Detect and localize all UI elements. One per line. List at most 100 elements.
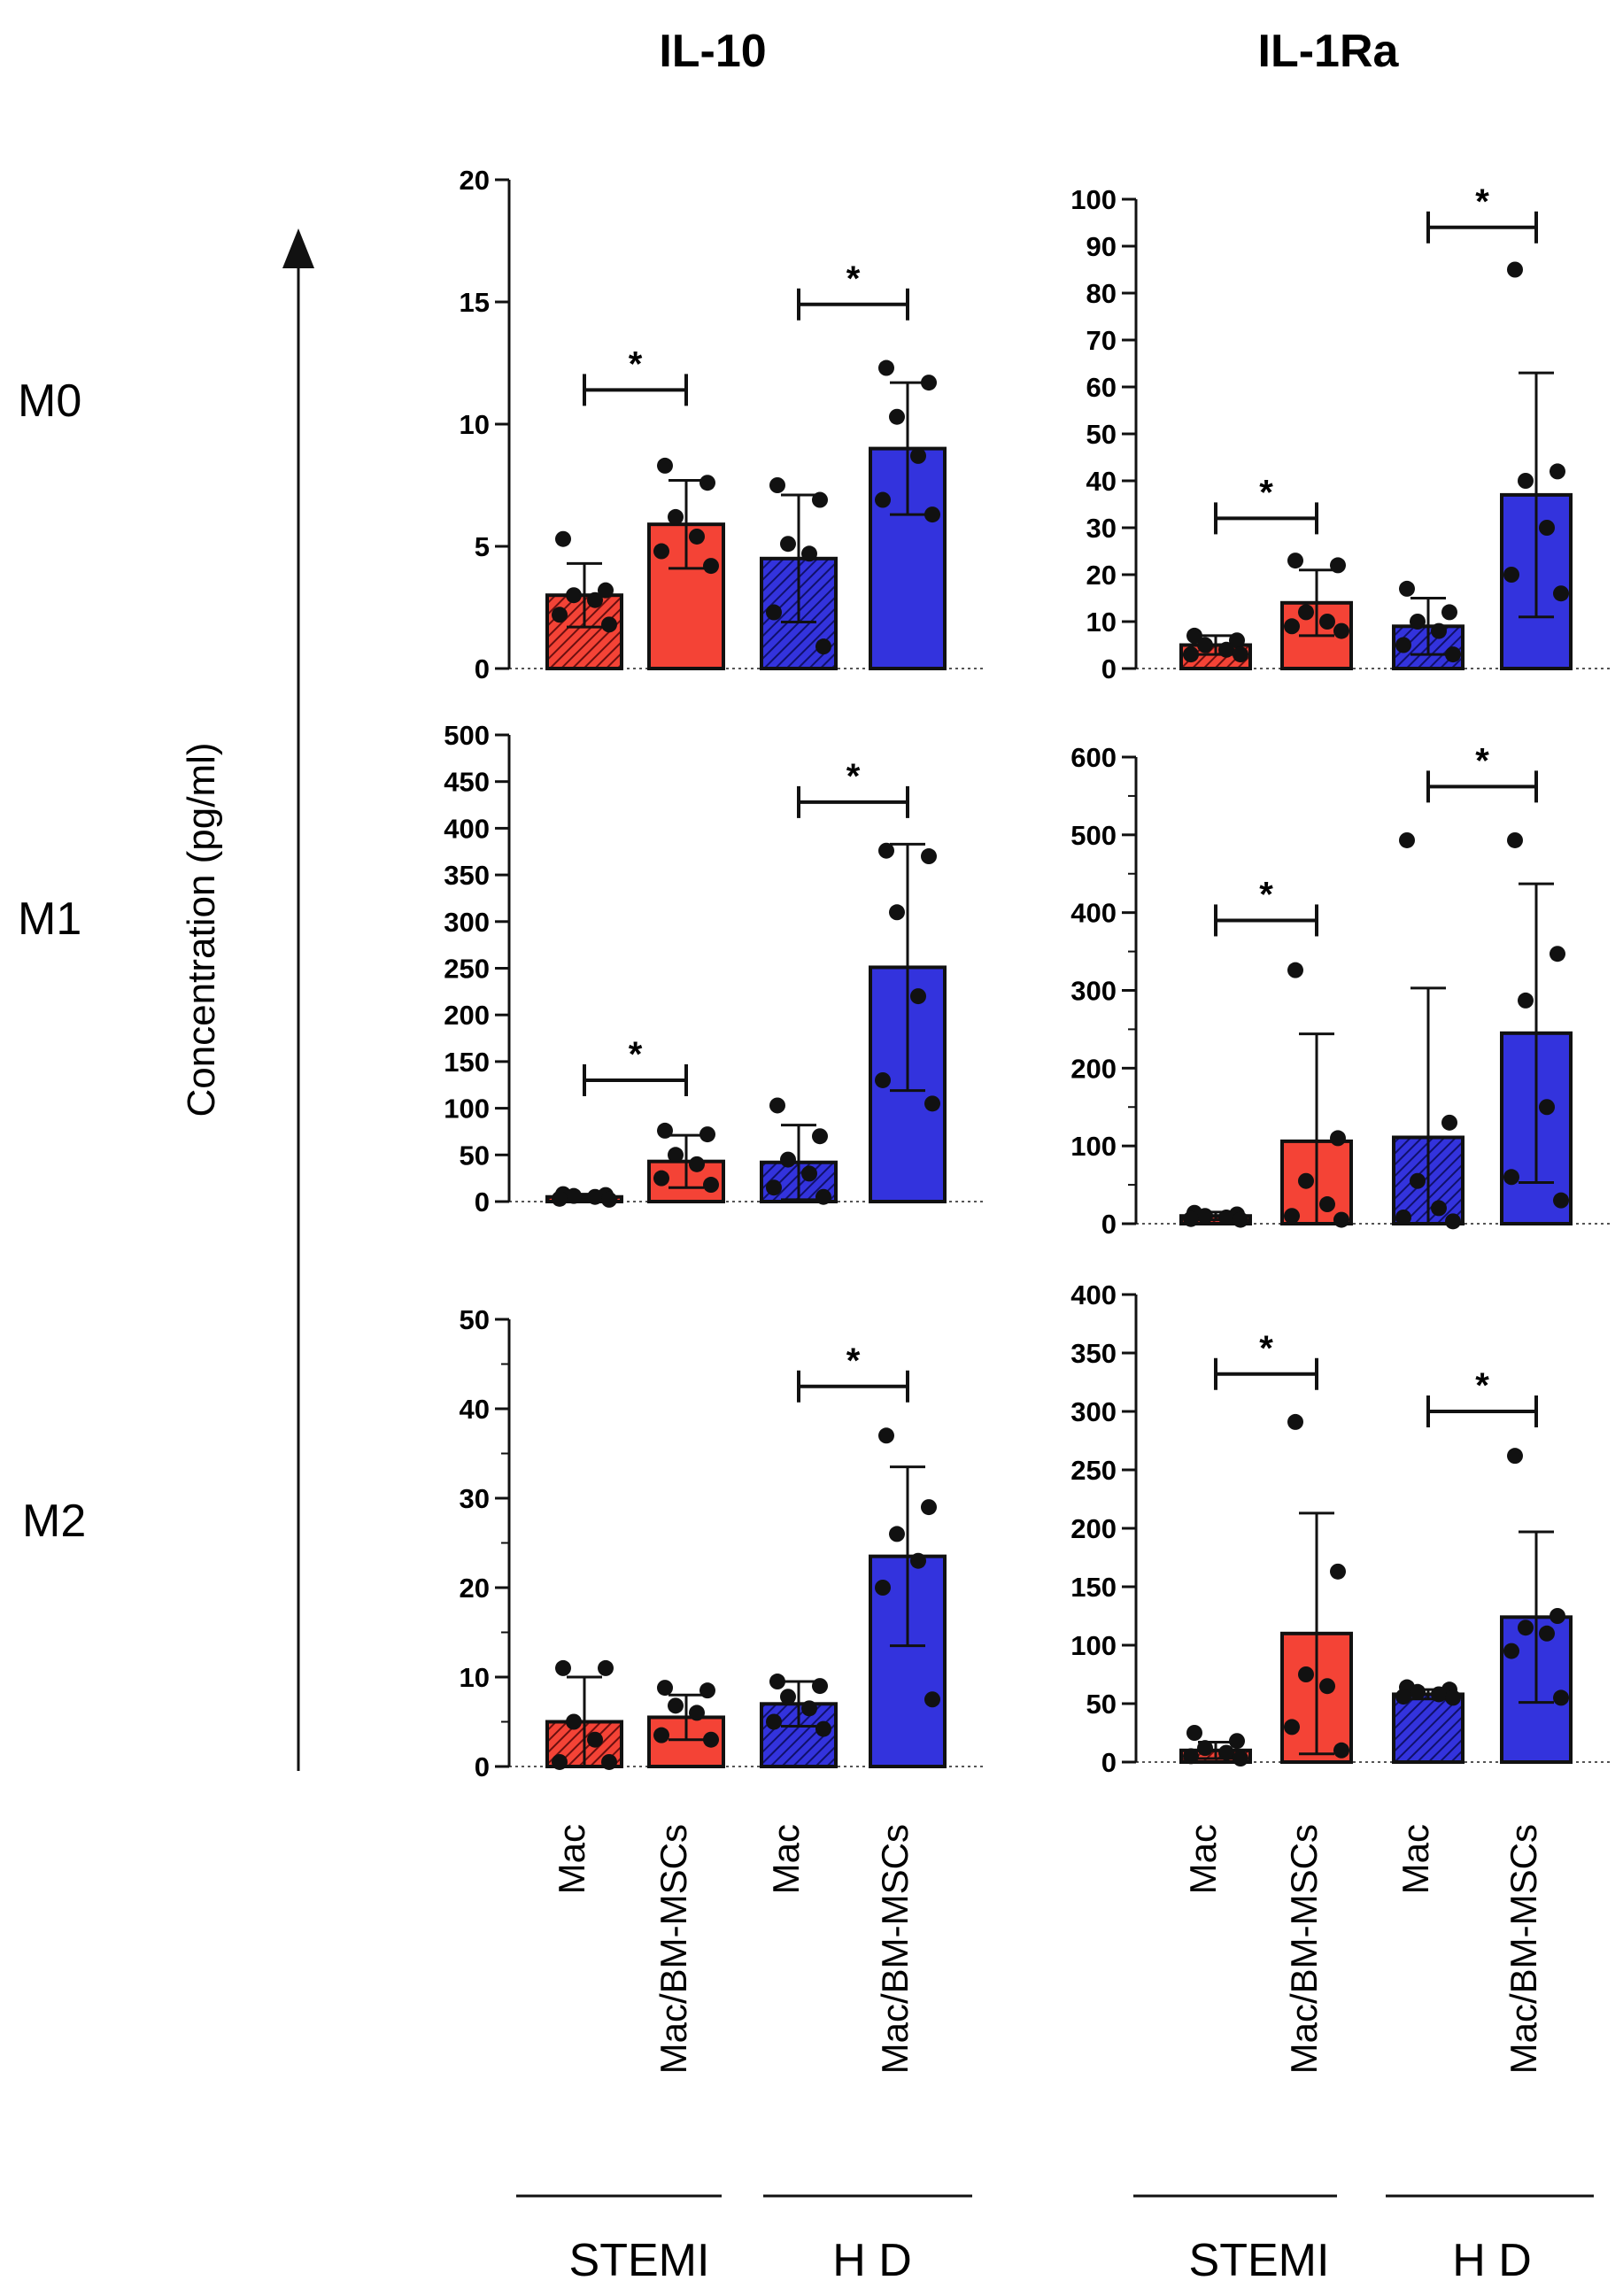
x-label-il10-mac-bmmscs-stemi: Mac/BM-MSCs: [653, 1824, 694, 2074]
row-label-m1: M1: [18, 893, 81, 945]
y-tick-label-il1ra-m2-7: 350: [1070, 1338, 1117, 1369]
data-point-il1ra-m1-mac-hd-2: [1410, 1172, 1426, 1189]
data-point-il1ra-m2-mac-bmmscs-stemi-0: [1287, 1413, 1303, 1430]
y-tick-label-il10-m0-2: 10: [460, 409, 490, 440]
column-title-il10: IL-10: [659, 26, 766, 77]
data-point-il1ra-m1-mac-hd-1: [1441, 1114, 1457, 1131]
significance-bracket-il1ra-m2-1: *: [1426, 1366, 1538, 1427]
data-point-il10-m1-mac-bmmscs-stemi-5: [703, 1177, 719, 1194]
data-point-il1ra-m0-mac-bmmscs-stemi-1: [1330, 557, 1346, 574]
data-point-il1ra-m0-mac-bmmscs-hd-5: [1553, 585, 1569, 602]
y-tick-label-il1ra-m0-2: 20: [1086, 560, 1117, 591]
significance-bracket-il1ra-m0-0: *: [1214, 473, 1318, 535]
data-point-il10-m0-mac-bmmscs-stemi-1: [699, 475, 715, 491]
data-point-il10-m2-mac-bmmscs-stemi-1: [699, 1682, 715, 1699]
group-label-il1ra-hd: H D: [1452, 2235, 1532, 2286]
data-point-il10-m2-mac-bmmscs-hd-5: [924, 1691, 940, 1708]
data-point-il1ra-m0-mac-stemi-4: [1183, 646, 1199, 663]
y-axis-label: Concentration (pg/ml): [180, 742, 223, 1117]
y-tick-label-il10-m1-3: 150: [444, 1047, 490, 1078]
x-label-il1ra-mac-stemi: Mac: [1182, 1824, 1224, 1894]
data-point-il1ra-m0-mac-hd-2: [1410, 614, 1426, 630]
data-point-il1ra-m0-mac-bmmscs-hd-3: [1539, 520, 1555, 536]
data-point-il1ra-m2-mac-bmmscs-hd-4: [1503, 1643, 1519, 1659]
y-tick-label-il10-m2-5: 50: [460, 1304, 490, 1335]
y-tick-label-il10-m0-3: 15: [460, 287, 490, 318]
data-point-il1ra-m1-mac-stemi-4: [1183, 1210, 1199, 1227]
significance-bracket-il10-m1-1: *: [797, 757, 909, 818]
data-point-il1ra-m2-mac-bmmscs-hd-0: [1507, 1448, 1523, 1465]
data-point-il10-m0-mac-hd-2: [780, 536, 796, 553]
y-tick-label-il10-m2-4: 40: [460, 1394, 490, 1425]
panel-il1ra-m2: 0 50 100 150 200 250 300 350 400 * *: [1070, 1279, 1611, 1778]
y-tick-label-il1ra-m2-5: 250: [1070, 1455, 1117, 1486]
data-point-il10-m1-mac-hd-1: [812, 1128, 828, 1145]
data-point-il1ra-m0-mac-bmmscs-stemi-0: [1287, 553, 1303, 569]
data-point-il1ra-m1-mac-stemi-2: [1197, 1208, 1213, 1225]
data-point-il1ra-m0-mac-bmmscs-hd-4: [1503, 567, 1519, 583]
y-tick-label-il1ra-m1-0: 0: [1101, 1209, 1117, 1240]
y-tick-label-il1ra-m2-1: 50: [1086, 1689, 1117, 1720]
x-labels-il1ra: Mac Mac/BM-MSCs Mac Mac/BM-MSCs: [1182, 1824, 1544, 2074]
data-point-il10-m1-mac-bmmscs-stemi-4: [653, 1170, 669, 1187]
data-point-il10-m1-mac-bmmscs-hd-1: [921, 848, 937, 865]
group-label-il10-stemi: STEMI: [569, 2235, 710, 2286]
x-label-il10-mac-stemi: Mac: [551, 1824, 592, 1894]
bar-il1ra-m2-mac-hd: [1392, 1692, 1465, 1764]
data-point-il1ra-m2-mac-bmmscs-stemi-1: [1330, 1563, 1346, 1580]
data-point-il10-m1-mac-bmmscs-stemi-2: [668, 1147, 684, 1163]
data-point-il10-m0-mac-stemi-0: [555, 530, 571, 547]
data-point-il10-m0-mac-stemi-5: [601, 616, 617, 633]
data-point-il10-m0-mac-bmmscs-hd-4: [875, 491, 891, 508]
data-point-il10-m2-mac-stemi-2: [566, 1713, 582, 1730]
data-point-il10-m1-mac-hd-2: [780, 1151, 796, 1168]
data-point-il1ra-m0-mac-bmmscs-hd-0: [1507, 261, 1523, 278]
data-point-il1ra-m0-mac-bmmscs-stemi-2: [1298, 604, 1314, 621]
vertical-arrow-head: [282, 228, 314, 268]
y-tick-label-il1ra-m1-3: 300: [1070, 976, 1117, 1007]
data-point-il1ra-m2-mac-bmmscs-stemi-5: [1333, 1742, 1349, 1759]
row-label-m2: M2: [22, 1496, 86, 1547]
data-point-il1ra-m2-mac-hd-5: [1445, 1689, 1461, 1706]
data-point-il1ra-m1-mac-bmmscs-hd-0: [1507, 831, 1523, 848]
data-point-il10-m2-mac-stemi-5: [601, 1753, 617, 1770]
data-point-il1ra-m0-mac-hd-0: [1399, 580, 1415, 597]
panel-il1ra-m0: 0 10 20 30 40 50 60 70 80 90 100 * *: [1070, 182, 1611, 684]
significance-star: *: [1475, 182, 1489, 221]
data-point-il1ra-m1-mac-bmmscs-hd-4: [1503, 1169, 1519, 1186]
significance-bracket-il10-m0-1: *: [797, 259, 909, 321]
y-tick-label-il1ra-m1-6: 600: [1070, 742, 1117, 773]
data-point-il10-m2-mac-bmmscs-hd-1: [921, 1499, 937, 1516]
y-tick-label-il1ra-m2-8: 400: [1070, 1279, 1117, 1310]
data-point-il10-m0-mac-stemi-2: [566, 587, 582, 604]
y-tick-label-il10-m1-8: 400: [444, 813, 490, 844]
data-point-il1ra-m1-mac-bmmscs-stemi-0: [1287, 962, 1303, 978]
data-point-il10-m1-mac-stemi-2: [566, 1187, 582, 1204]
data-point-il10-m0-mac-bmmscs-hd-2: [889, 408, 905, 425]
data-point-il10-m1-mac-bmmscs-hd-0: [878, 842, 894, 859]
y-tick-label-il10-m0-1: 5: [475, 531, 490, 562]
data-point-il10-m2-mac-stemi-1: [598, 1659, 614, 1676]
data-point-il1ra-m2-mac-stemi-0: [1186, 1725, 1202, 1741]
y-tick-label-il1ra-m2-4: 200: [1070, 1513, 1117, 1544]
data-point-il10-m0-mac-hd-3: [801, 545, 817, 562]
significance-bracket-il1ra-m1-0: *: [1214, 875, 1318, 937]
data-point-il10-m1-mac-hd-5: [815, 1188, 831, 1205]
panel-il10-m1: 0 50 100 150 200 250 300 350 400 450 500 * *: [444, 720, 985, 1218]
data-point-il10-m2-mac-bmmscs-hd-2: [889, 1526, 905, 1542]
data-point-il1ra-m2-mac-hd-3: [1431, 1686, 1447, 1703]
data-point-il10-m0-mac-hd-5: [815, 638, 831, 655]
data-point-il10-m0-mac-bmmscs-stemi-3: [689, 528, 705, 545]
data-point-il10-m0-mac-bmmscs-stemi-2: [668, 508, 684, 525]
y-tick-label-il1ra-m0-0: 0: [1101, 653, 1117, 684]
data-point-il10-m1-mac-bmmscs-hd-3: [910, 988, 926, 1005]
data-point-il1ra-m2-mac-hd-2: [1410, 1683, 1426, 1700]
data-point-il10-m2-mac-hd-5: [815, 1720, 831, 1737]
panel-il10-m0: 0 5 10 15 20 * *: [460, 165, 985, 684]
y-tick-label-il1ra-m0-6: 60: [1086, 372, 1117, 403]
data-point-il1ra-m0-mac-bmmscs-hd-1: [1550, 463, 1565, 480]
y-tick-label-il1ra-m0-8: 80: [1086, 278, 1117, 309]
y-tick-label-il10-m0-4: 20: [460, 165, 490, 196]
y-tick-label-il1ra-m0-4: 40: [1086, 466, 1117, 497]
data-point-il1ra-m0-mac-stemi-0: [1186, 627, 1202, 644]
